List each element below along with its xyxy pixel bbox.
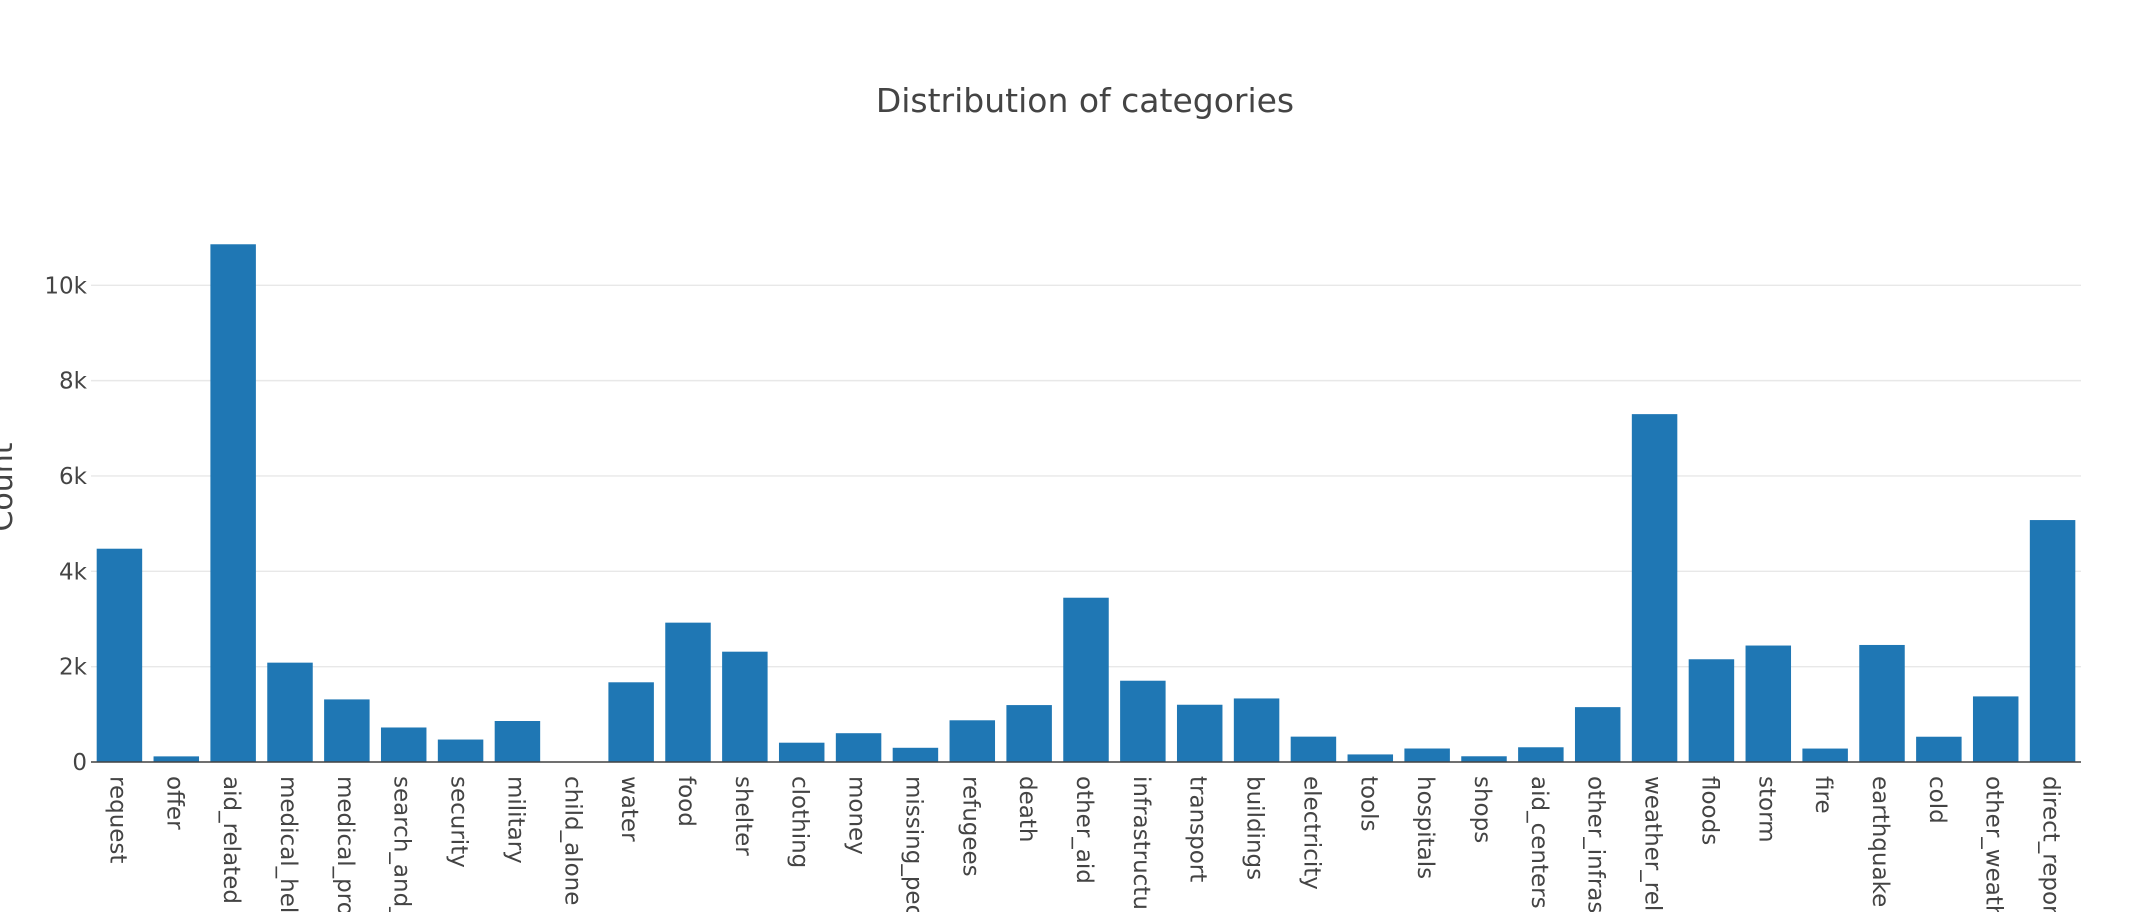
bar (1120, 680, 1166, 762)
bar (1859, 644, 1905, 762)
bar (210, 244, 256, 763)
bar (665, 622, 711, 762)
bar (380, 727, 427, 762)
bar (1404, 748, 1450, 762)
x-tick-label: electricity (1298, 776, 1324, 890)
x-tick-label: floods (1696, 776, 1722, 845)
x-tick-label: earthquake (1867, 776, 1893, 907)
x-tick-label: refugees (957, 776, 983, 877)
bar (437, 739, 484, 762)
bar (1461, 756, 1507, 762)
y-tick-label: 0 (72, 750, 87, 776)
x-tick-label: shops (1469, 776, 1495, 843)
x-tick-label: money (844, 776, 870, 855)
bar (1290, 736, 1337, 762)
x-tick-label: storm (1753, 776, 1779, 843)
x-tick-label: aid_centers (1526, 776, 1552, 909)
x-tick-label: cold (1924, 776, 1950, 824)
bar (608, 682, 654, 762)
y-tick-label: 4k (59, 559, 88, 585)
y-axis-title: Count (0, 442, 20, 531)
bar (494, 721, 541, 762)
x-tick-label: death (1014, 776, 1040, 842)
bar (1631, 414, 1678, 762)
x-tick-label: search_and_ (389, 776, 415, 912)
bar (1688, 659, 1735, 762)
x-tick-label: fire (1810, 776, 1836, 814)
bar (2029, 520, 2076, 762)
x-tick-label: aid_related (218, 776, 244, 904)
x-tick-label: other_infras (1583, 776, 1609, 912)
bar (1347, 754, 1394, 762)
bar (1802, 748, 1848, 762)
chart-title: Distribution of categories (876, 81, 1294, 120)
bar (778, 742, 825, 762)
x-tick-label: clothing (787, 776, 813, 868)
x-tick-label: military (502, 776, 528, 864)
bar (1972, 696, 2019, 762)
y-tick-label: 6k (59, 464, 88, 490)
x-tick-label: missing_peo (900, 776, 926, 912)
bar (949, 720, 996, 762)
bar (1574, 707, 1621, 762)
bar (1176, 704, 1223, 762)
bar (153, 756, 200, 762)
x-tick-label: security (446, 776, 472, 868)
y-tick-label: 2k (59, 655, 88, 681)
y-tick-label: 8k (59, 369, 88, 395)
bar (267, 662, 313, 762)
x-tick-label: other_aid (1071, 776, 1097, 884)
x-tick-label: infrastructur (1128, 776, 1154, 912)
x-tick-label: weather_rel (1640, 776, 1666, 911)
x-tick-label: direct_repor (2038, 776, 2064, 912)
bar (1233, 698, 1280, 762)
bar (1006, 705, 1052, 762)
y-tick-label: 10k (44, 273, 87, 299)
x-tick-label: request (104, 776, 130, 863)
x-tick-label: offer (161, 776, 187, 830)
bar (324, 699, 370, 762)
bar (1745, 645, 1792, 762)
bar (835, 733, 882, 762)
x-tick-label: food (673, 776, 699, 827)
bar (1063, 597, 1109, 762)
x-tick-label: tools (1355, 776, 1381, 832)
x-tick-label: child_alone (559, 776, 585, 905)
x-tick-label: water (616, 776, 642, 842)
x-tick-label: transport (1185, 776, 1211, 882)
bar (96, 548, 143, 762)
x-tick-label: medical_hel (275, 776, 301, 912)
bar (1916, 736, 1962, 762)
x-tick-label: medical_pro (332, 776, 358, 912)
bar (722, 651, 768, 762)
x-tick-label: hospitals (1412, 776, 1438, 879)
x-tick-label: other_weath (1981, 776, 2007, 912)
bar (892, 747, 939, 762)
x-tick-label: shelter (730, 776, 756, 856)
bar (1518, 747, 1564, 762)
x-tick-label: buildings (1242, 776, 1268, 880)
